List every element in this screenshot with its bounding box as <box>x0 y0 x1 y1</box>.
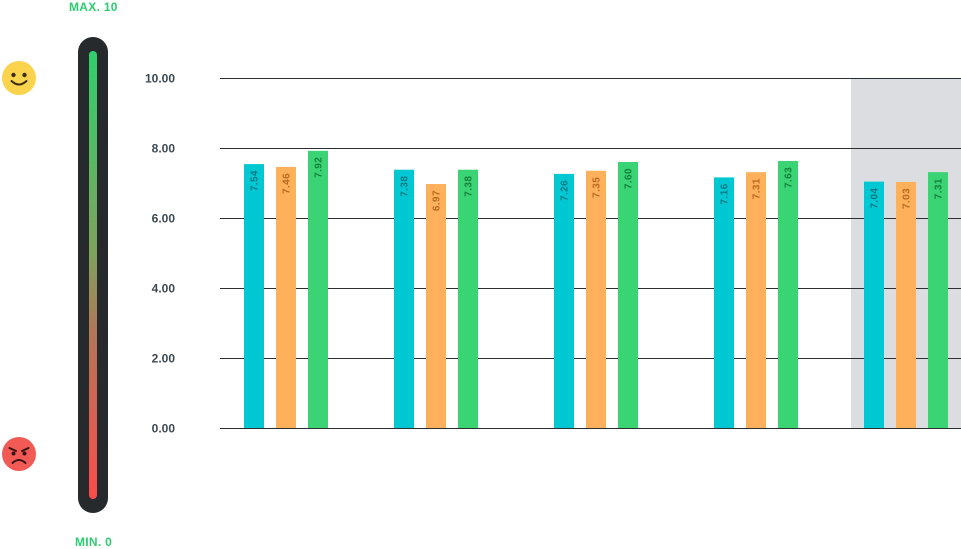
bar <box>244 164 264 428</box>
bar-value-label: 7.04 <box>870 188 881 209</box>
bar-value-label: 7.31 <box>934 178 945 199</box>
y-tick-label: 4.00 <box>152 282 176 296</box>
y-tick-label: 0.00 <box>152 422 176 436</box>
bar <box>864 181 884 428</box>
y-tick-label: 2.00 <box>152 352 176 366</box>
bar-value-label: 7.46 <box>282 173 293 194</box>
bar-value-label: 7.63 <box>784 167 795 188</box>
bar-value-label: 7.16 <box>720 183 731 204</box>
bar <box>554 173 574 428</box>
bar <box>458 169 478 428</box>
bar <box>778 160 798 428</box>
bar <box>308 150 328 429</box>
gauge-gradient-fill <box>89 51 97 499</box>
smiley-face-icon <box>2 61 36 95</box>
y-tick-label: 8.00 <box>152 142 176 156</box>
y-tick-label: 10.00 <box>145 72 175 86</box>
satisfaction-gauge <box>78 37 108 513</box>
bar-value-label: 7.54 <box>250 170 261 191</box>
bar-value-label: 7.26 <box>560 180 571 201</box>
bar <box>394 169 414 428</box>
bar <box>928 172 948 428</box>
bar-value-label: 7.35 <box>592 177 603 198</box>
bar <box>714 177 734 428</box>
scale-min-label: MIN. 0 <box>75 535 113 549</box>
scale-max-label: MAX. 10 <box>69 0 118 14</box>
bar <box>426 184 446 428</box>
bar <box>618 162 638 428</box>
bar-value-label: 7.60 <box>624 168 635 189</box>
y-tick-label: 6.00 <box>152 212 176 226</box>
bar-value-label: 7.03 <box>902 188 913 209</box>
bar <box>896 181 916 428</box>
bar <box>746 172 766 428</box>
bar-value-label: 6.97 <box>432 190 443 211</box>
bar <box>276 166 296 428</box>
angry-face-icon <box>2 437 36 471</box>
bar-value-label: 7.38 <box>400 176 411 197</box>
bar-value-label: 7.92 <box>314 157 325 178</box>
bar <box>586 170 606 428</box>
bar-value-label: 7.38 <box>464 176 475 197</box>
bar-value-label: 7.31 <box>752 178 763 199</box>
